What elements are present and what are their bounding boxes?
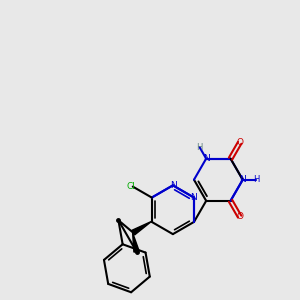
Polygon shape [133,233,139,252]
Text: O: O [236,212,243,221]
Text: O: O [236,138,243,147]
Polygon shape [132,221,152,235]
Text: N: N [239,175,246,184]
Text: N: N [203,154,209,163]
Text: N: N [190,193,197,202]
Text: H: H [196,142,203,152]
Text: H: H [253,175,259,184]
Text: N: N [170,181,177,190]
Text: Cl: Cl [127,182,136,191]
